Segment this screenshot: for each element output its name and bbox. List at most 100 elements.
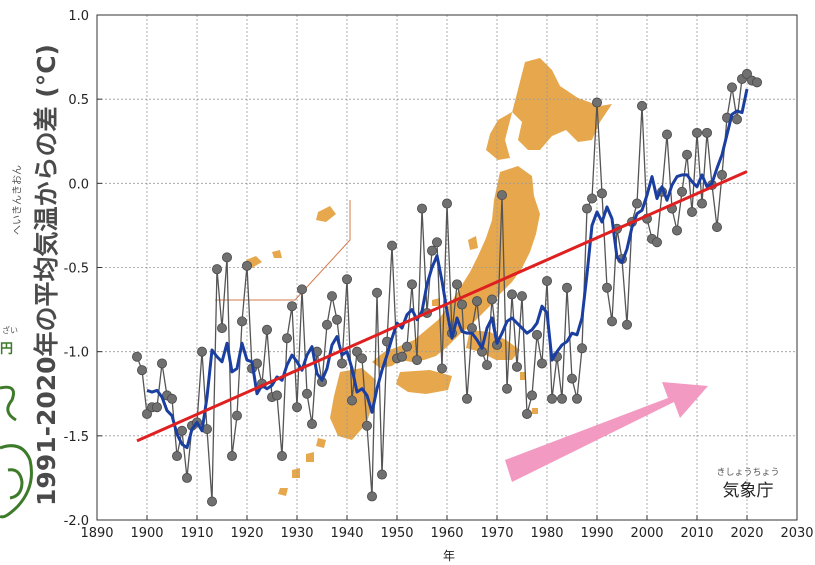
annual-point (231, 410, 242, 421)
annual-point (506, 289, 517, 300)
annual-point (697, 198, 708, 209)
annual-point (557, 393, 568, 404)
x-tick-label: 1950 (380, 526, 413, 541)
x-tick-label: 2000 (630, 526, 663, 541)
annual-point (662, 129, 673, 140)
annual-point (602, 282, 613, 293)
annual-point (572, 393, 583, 404)
annual-point (752, 77, 763, 88)
annual-point (346, 395, 357, 406)
annual-point (717, 169, 728, 180)
annual-point (672, 225, 683, 236)
annual-point (406, 279, 417, 290)
annual-point (361, 420, 372, 431)
y-tick-label: 0.5 (68, 93, 89, 108)
annual-point (351, 346, 362, 357)
annual-point (321, 319, 332, 330)
y-axis-label-ruby: へいきんきおん (12, 165, 24, 235)
annual-point (331, 314, 342, 325)
annual-point (481, 360, 492, 371)
annual-point (296, 284, 307, 295)
annual-point (466, 323, 477, 334)
annual-point (281, 333, 292, 344)
annual-point (537, 358, 548, 369)
x-tick-label: 1970 (480, 526, 513, 541)
x-tick-label: 2030 (780, 526, 813, 541)
annual-point (632, 198, 643, 209)
annual-point (236, 316, 247, 327)
y-tick-label: 0.0 (68, 177, 89, 192)
x-tick-label: 1890 (80, 526, 113, 541)
annual-point (622, 319, 633, 330)
x-tick-label: 1980 (530, 526, 563, 541)
annual-point (542, 275, 553, 286)
annual-point (597, 188, 608, 199)
annual-point (471, 296, 482, 307)
x-tick-label: 1920 (230, 526, 263, 541)
annual-point (271, 390, 282, 401)
x-tick-label: 2010 (680, 526, 713, 541)
annual-point (366, 491, 377, 502)
annual-point (712, 222, 723, 233)
annual-point (216, 323, 227, 334)
annual-point (206, 496, 217, 507)
annual-point (211, 264, 222, 275)
annual-point (527, 390, 538, 401)
left-edge-text: 円 (0, 342, 14, 357)
annual-point (171, 451, 182, 462)
annual-point (607, 316, 618, 327)
credit-ruby: きしょうちょう (716, 467, 779, 478)
x-tick-label: 1940 (330, 526, 363, 541)
annual-point (456, 299, 467, 310)
annual-point (426, 245, 437, 256)
annual-point (562, 282, 573, 293)
annual-point (677, 186, 688, 197)
annual-point (567, 373, 578, 384)
annual-point (226, 451, 237, 462)
x-tick-label: 1960 (430, 526, 463, 541)
annual-point (486, 294, 497, 305)
map-inset-frame (215, 200, 351, 301)
annual-point (141, 408, 152, 419)
annual-point (326, 291, 337, 302)
annual-point (637, 100, 648, 111)
annual-point (682, 149, 693, 160)
annual-point (386, 240, 397, 251)
annual-point (151, 402, 162, 413)
annual-point (396, 351, 407, 362)
annual-point (431, 237, 442, 248)
annual-point (136, 365, 147, 376)
annual-point (451, 279, 462, 290)
green-doodle-decoration (0, 385, 33, 519)
x-tick-label: 1990 (580, 526, 613, 541)
y-tick-label: -1.0 (64, 346, 89, 361)
annual-point (181, 472, 192, 483)
annual-point (416, 203, 427, 214)
annual-point (702, 127, 713, 138)
trend-line (136, 170, 748, 443)
annual-point (341, 274, 352, 285)
annual-point (727, 82, 738, 93)
annual-point (547, 393, 558, 404)
y-tick-label: -1.5 (64, 430, 89, 445)
annual-point (687, 206, 698, 217)
annual-point (692, 127, 703, 138)
pink-arrow-decoration (505, 382, 708, 482)
annual-point (512, 361, 523, 372)
annual-point (461, 393, 472, 404)
annual-point (592, 97, 603, 108)
annual-point (532, 329, 543, 340)
credit-label: 気象庁 (723, 481, 774, 501)
x-axis-label: 年 (443, 549, 455, 563)
annual-point (306, 419, 317, 430)
left-edge-ruby: ざい (2, 326, 18, 335)
annual-point (276, 451, 287, 462)
annual-point (577, 343, 588, 354)
annual-point (131, 351, 142, 362)
annual-point (166, 393, 177, 404)
annual-point (156, 358, 167, 369)
annual-point (241, 260, 252, 271)
annual-point (652, 237, 663, 248)
annual-point (376, 469, 387, 480)
